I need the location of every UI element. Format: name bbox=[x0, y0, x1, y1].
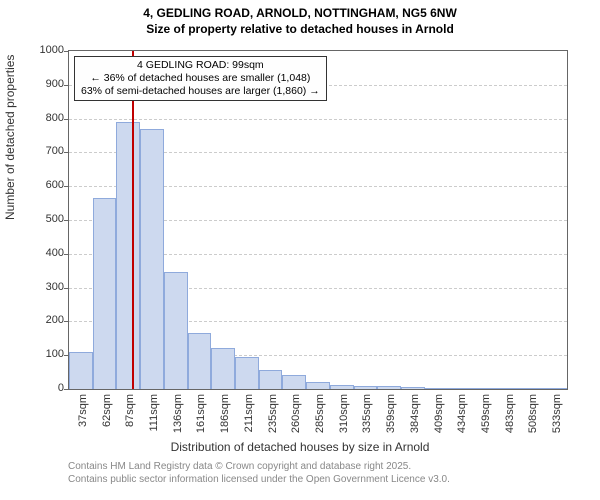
ytick-mark bbox=[64, 288, 69, 289]
marker-line bbox=[132, 51, 134, 389]
ytick-mark bbox=[64, 220, 69, 221]
ytick-label: 400 bbox=[24, 247, 64, 259]
y-axis-label: Number of detached properties bbox=[3, 55, 17, 220]
bar bbox=[235, 357, 259, 389]
ytick-label: 600 bbox=[24, 179, 64, 191]
bar bbox=[448, 388, 472, 389]
bar bbox=[164, 272, 188, 389]
ytick-mark bbox=[64, 389, 69, 390]
bar bbox=[520, 388, 544, 389]
ytick-mark bbox=[64, 254, 69, 255]
bar bbox=[140, 129, 164, 389]
bar bbox=[543, 388, 567, 389]
ytick-label: 100 bbox=[24, 348, 64, 360]
bar bbox=[282, 375, 306, 389]
annotation-line1: 4 GEDLING ROAD: 99sqm bbox=[81, 59, 320, 72]
bar bbox=[354, 386, 378, 389]
x-axis-label: Distribution of detached houses by size … bbox=[0, 440, 600, 454]
ytick-mark bbox=[64, 119, 69, 120]
bar bbox=[472, 388, 496, 389]
ytick-mark bbox=[64, 51, 69, 52]
bar bbox=[259, 370, 283, 389]
title-block: 4, GEDLING ROAD, ARNOLD, NOTTINGHAM, NG5… bbox=[0, 0, 600, 37]
ytick-mark bbox=[64, 85, 69, 86]
bar bbox=[93, 198, 117, 389]
bar bbox=[116, 122, 140, 389]
ytick-label: 500 bbox=[24, 213, 64, 225]
footer-line2: Contains public sector information licen… bbox=[68, 473, 450, 486]
annotation-line2: ← 36% of detached houses are smaller (1,… bbox=[81, 72, 320, 85]
plot-area: 4 GEDLING ROAD: 99sqm← 36% of detached h… bbox=[68, 50, 568, 390]
annotation-box: 4 GEDLING ROAD: 99sqm← 36% of detached h… bbox=[74, 56, 327, 101]
bar bbox=[69, 352, 93, 389]
ytick-mark bbox=[64, 321, 69, 322]
ytick-label: 200 bbox=[24, 314, 64, 326]
bar bbox=[188, 333, 212, 389]
bar bbox=[211, 348, 235, 389]
annotation-line3: 63% of semi-detached houses are larger (… bbox=[81, 85, 320, 98]
ytick-mark bbox=[64, 152, 69, 153]
footer-line1: Contains HM Land Registry data © Crown c… bbox=[68, 460, 450, 473]
title-line1: 4, GEDLING ROAD, ARNOLD, NOTTINGHAM, NG5… bbox=[0, 6, 600, 22]
footer-credits: Contains HM Land Registry data © Crown c… bbox=[68, 460, 450, 486]
ytick-label: 900 bbox=[24, 78, 64, 90]
ytick-mark bbox=[64, 186, 69, 187]
bar bbox=[306, 382, 330, 389]
bar bbox=[401, 387, 425, 389]
ytick-label: 700 bbox=[24, 145, 64, 157]
ytick-label: 800 bbox=[24, 112, 64, 124]
gridline bbox=[69, 119, 567, 120]
ytick-label: 1000 bbox=[24, 44, 64, 56]
bar bbox=[330, 385, 354, 389]
ytick-label: 0 bbox=[24, 382, 64, 394]
ytick-label: 300 bbox=[24, 281, 64, 293]
bar bbox=[377, 386, 401, 389]
bar bbox=[496, 388, 520, 389]
title-line2: Size of property relative to detached ho… bbox=[0, 22, 600, 38]
bar bbox=[425, 388, 449, 389]
chart-container: 4, GEDLING ROAD, ARNOLD, NOTTINGHAM, NG5… bbox=[0, 0, 600, 500]
